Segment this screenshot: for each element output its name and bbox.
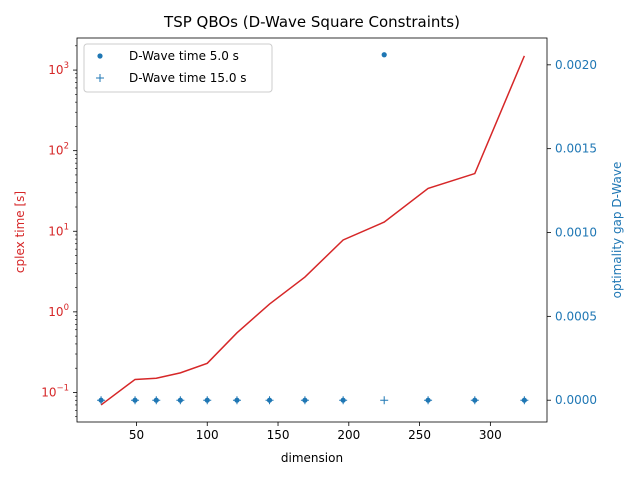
- y-right-tick-label: 0.0020: [555, 58, 597, 72]
- series-2: [97, 396, 529, 405]
- legend-box: [83, 43, 273, 93]
- x-tick-label: 250: [408, 428, 431, 442]
- y-left-tick-label: 100: [48, 303, 69, 319]
- y-right-tick-label: 0.0005: [555, 309, 597, 323]
- y-right-tick-label: 0.0015: [555, 142, 597, 156]
- dwave-15s-point: [265, 396, 274, 405]
- dwave-15s-point: [300, 396, 309, 405]
- dwave-5s-point: [381, 52, 387, 58]
- dwave-15s-point: [520, 396, 529, 405]
- legend-label: D-Wave time 5.0 s: [129, 49, 239, 63]
- dwave-15s-point: [380, 396, 389, 405]
- y-left-tick-label: 101: [48, 222, 69, 238]
- series-1: [98, 52, 527, 403]
- dwave-15s-point: [232, 396, 241, 405]
- dwave-15s-point: [339, 396, 348, 405]
- legend-label: D-Wave time 15.0 s: [129, 71, 247, 85]
- plot-area: [97, 52, 529, 406]
- y-right-tick-label: 0.0010: [555, 226, 597, 240]
- y-right-tick-label: 0.0000: [555, 393, 597, 407]
- dwave-15s-point: [97, 396, 106, 405]
- x-tick-label: 100: [196, 428, 219, 442]
- dwave-15s-point: [176, 396, 185, 405]
- dwave-15s-point: [470, 396, 479, 405]
- y-left-tick-label: 103: [48, 61, 69, 77]
- dwave-15s-point: [424, 396, 433, 405]
- dwave-15s-point: [131, 396, 140, 405]
- x-axis-label: dimension: [281, 451, 343, 465]
- y-left-tick-label: 102: [48, 142, 69, 158]
- x-tick-label: 300: [479, 428, 502, 442]
- y-axis-right-label: optimality gap D-Wave: [610, 162, 624, 299]
- plot-frame: [76, 37, 548, 423]
- legend: D-Wave time 5.0 s D-Wave time 15.0 s: [83, 43, 273, 93]
- x-tick-label: 50: [129, 428, 144, 442]
- x-tick-label: 150: [267, 428, 290, 442]
- legend-dot-marker: [97, 53, 103, 59]
- chart-title: TSP QBOs (D-Wave Square Constraints): [163, 13, 460, 31]
- axes: 50 100 150 200 250 300 10−1 100 101 102 103 0.0000 0…: [41, 37, 597, 442]
- y-axis-left-label: cplex time [s]: [13, 191, 27, 273]
- x-tick-label: 200: [337, 428, 360, 442]
- cplex-time-line: [100, 55, 526, 406]
- dwave-15s-point: [203, 396, 212, 405]
- legend-plus-marker: [96, 74, 104, 82]
- y-left-tick-label: 10−1: [41, 383, 69, 399]
- dwave-15s-point: [152, 396, 161, 405]
